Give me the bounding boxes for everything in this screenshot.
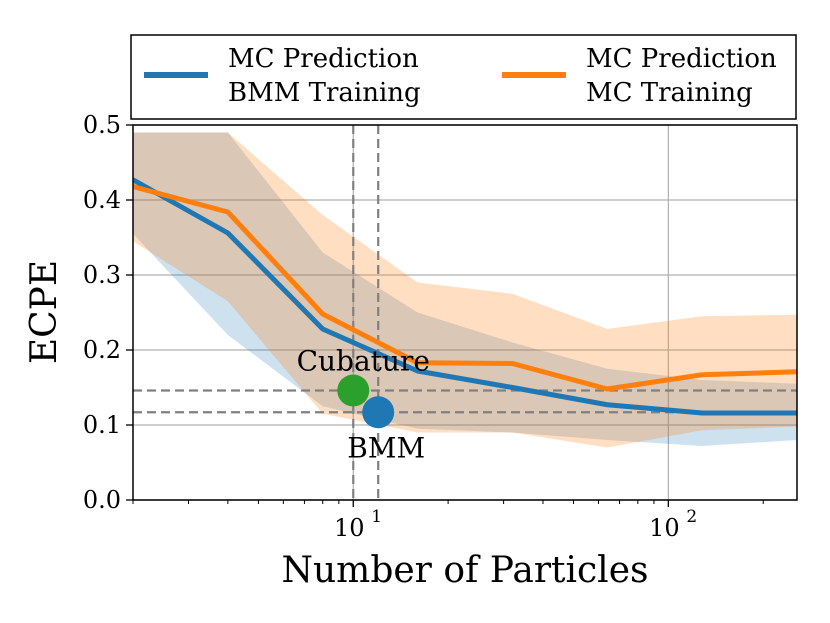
series-lines: [133, 177, 797, 416]
marker-label-cubature: Cubature: [297, 345, 430, 378]
legend-mc-label-line1: MC Prediction: [586, 44, 777, 74]
marker-label-bmm: BMM: [347, 431, 425, 464]
x-axis-label: Number of Particles: [282, 550, 649, 591]
x-tick-label-exponent: 1: [371, 507, 382, 527]
plot-frame: [132, 124, 798, 501]
y-tick-label: 0.0: [83, 486, 121, 514]
legend-bmm-label-line1: MC Prediction: [228, 44, 419, 74]
confidence-bands: [133, 132, 797, 448]
axis-ticks: 0.0 0.1 0.2 0.3 0.4 0.5 10 1 10 2: [83, 111, 764, 542]
x-tick-label: 10: [649, 514, 680, 542]
markers: Cubature BMM: [297, 345, 430, 465]
marker-cubature: [337, 374, 370, 407]
legend: MC Prediction BMM Training MC Prediction…: [130, 34, 797, 120]
band-series-1: [133, 132, 797, 446]
y-tick-label: 0.3: [83, 261, 121, 289]
legend-frame: [130, 34, 797, 120]
line-series-1: [133, 177, 797, 416]
band-series-2: [133, 132, 797, 448]
y-axis-label: ECPE: [24, 260, 65, 364]
marker-bmm: [362, 396, 395, 429]
y-tick-label: 0.2: [83, 336, 121, 364]
y-tick-label: 0.5: [83, 111, 121, 139]
y-tick-label: 0.1: [83, 411, 121, 439]
x-tick-label-exponent: 2: [686, 507, 697, 527]
y-tick-label: 0.4: [83, 186, 121, 214]
line-series-2: [133, 184, 797, 392]
legend-mc-label-line2: MC Training: [586, 78, 753, 108]
x-tick-label: 10: [334, 514, 365, 542]
legend-bmm-label-line2: BMM Training: [228, 78, 421, 108]
